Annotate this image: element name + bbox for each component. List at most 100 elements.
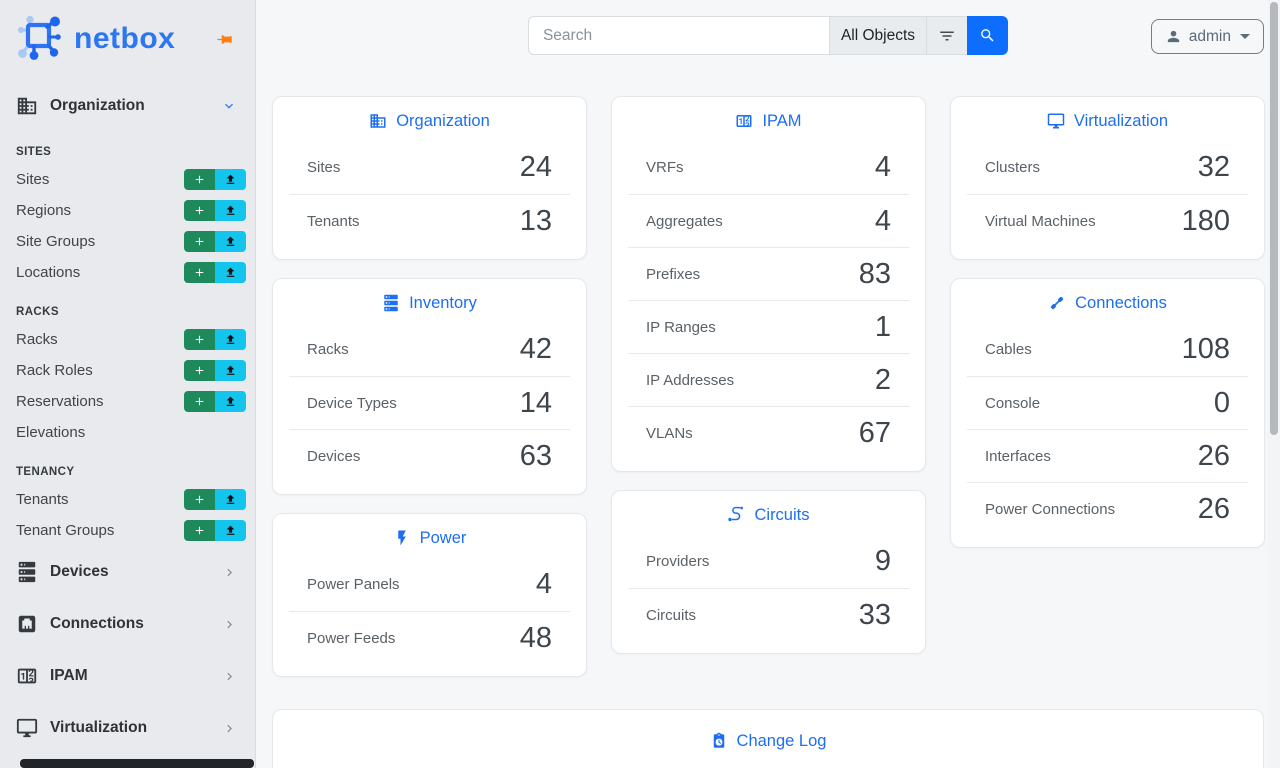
add-sites-button[interactable] bbox=[184, 169, 215, 190]
sidebar-item-reservations[interactable]: Reservations bbox=[0, 386, 255, 417]
stat-label: Interfaces bbox=[985, 447, 1051, 465]
add-rack-roles-button[interactable] bbox=[184, 360, 215, 381]
circuit-icon bbox=[728, 506, 744, 522]
sidebar-menu-ipam[interactable]: IPAM bbox=[0, 650, 255, 702]
stat-row-device-types: Device Types 14 bbox=[289, 376, 570, 429]
plus-icon bbox=[195, 397, 204, 406]
add-reservations-button[interactable] bbox=[184, 391, 215, 412]
stat-value[interactable]: 48 bbox=[519, 621, 552, 654]
stat-value[interactable]: 67 bbox=[858, 416, 891, 449]
logo[interactable]: netbox bbox=[0, 0, 255, 78]
power-card-title[interactable]: Power bbox=[273, 514, 586, 558]
import-site-groups-button[interactable] bbox=[215, 231, 246, 252]
sidebar-menu-connections[interactable]: Connections bbox=[0, 598, 255, 650]
search-filter-button[interactable] bbox=[926, 16, 968, 55]
stat-value[interactable]: 9 bbox=[874, 545, 891, 577]
search-input[interactable] bbox=[527, 16, 829, 55]
add-locations-button[interactable] bbox=[184, 262, 215, 283]
virtualization-card-title[interactable]: Virtualization bbox=[951, 97, 1264, 141]
upload-icon bbox=[226, 494, 235, 504]
plus-icon bbox=[195, 495, 204, 504]
user-menu-button[interactable]: admin bbox=[1150, 19, 1264, 54]
card-title-text: Change Log bbox=[736, 731, 827, 750]
sidebar-menu-devices[interactable]: Devices bbox=[0, 546, 255, 598]
import-sites-button[interactable] bbox=[215, 169, 246, 190]
sidebar-item-tenant-groups[interactable]: Tenant Groups bbox=[0, 515, 255, 546]
power-card: Power Power Panels 4 Power Feeds 48 bbox=[272, 513, 587, 677]
stat-value[interactable]: 83 bbox=[858, 257, 891, 290]
sidebar-item-tenants[interactable]: Tenants bbox=[0, 484, 255, 515]
stat-label: Aggregates bbox=[646, 212, 723, 230]
stat-row-power-panels: Power Panels 4 bbox=[289, 558, 570, 611]
add-tenants-button[interactable] bbox=[184, 489, 215, 510]
import-locations-button[interactable] bbox=[215, 262, 246, 283]
changelog-card-title[interactable]: Change Log bbox=[273, 710, 1263, 754]
sidebar-item-racks[interactable]: Racks bbox=[0, 324, 255, 355]
add-site-groups-button[interactable] bbox=[184, 231, 215, 252]
stat-value[interactable]: 4 bbox=[874, 151, 891, 183]
circuits-card-title[interactable]: Circuits bbox=[612, 491, 925, 535]
sidebar-item-elevations[interactable]: Elevations bbox=[0, 417, 255, 448]
stat-row-power-feeds: Power Feeds 48 bbox=[289, 611, 570, 664]
monitor-icon bbox=[1047, 113, 1065, 129]
stat-value[interactable]: 24 bbox=[519, 151, 552, 183]
sidebar-item-label: Rack Roles bbox=[16, 362, 93, 379]
stat-value[interactable]: 42 bbox=[519, 333, 552, 365]
stat-label: Virtual Machines bbox=[985, 212, 1096, 230]
stat-value[interactable]: 33 bbox=[858, 598, 891, 631]
connections-card-title[interactable]: Connections bbox=[951, 279, 1264, 323]
import-tenants-button[interactable] bbox=[215, 489, 246, 510]
stat-value[interactable]: 180 bbox=[1181, 204, 1230, 237]
menu-label: Connections bbox=[50, 615, 144, 632]
stat-value[interactable]: 4 bbox=[874, 204, 891, 237]
stat-value[interactable]: 32 bbox=[1197, 151, 1230, 183]
search-submit-button[interactable] bbox=[967, 16, 1009, 55]
card-title-text: Virtualization bbox=[1073, 111, 1169, 130]
sidebar-menu-organization[interactable]: Organization bbox=[0, 84, 255, 128]
card-title-text: Circuits bbox=[754, 505, 810, 524]
stat-value[interactable]: 2 bbox=[874, 363, 891, 396]
upload-icon bbox=[226, 267, 235, 277]
sidebar-menu-virtualization[interactable]: Virtualization bbox=[0, 702, 255, 754]
stat-value[interactable]: 26 bbox=[1197, 492, 1230, 525]
import-reservations-button[interactable] bbox=[215, 391, 246, 412]
stat-value[interactable]: 63 bbox=[519, 439, 552, 472]
sidebar-item-locations[interactable]: Locations bbox=[0, 257, 255, 288]
stat-value[interactable]: 26 bbox=[1197, 439, 1230, 472]
sidebar-item-sites[interactable]: Sites bbox=[0, 164, 255, 195]
add-racks-button[interactable] bbox=[184, 329, 215, 350]
sidebar-item-site-groups[interactable]: Site Groups bbox=[0, 226, 255, 257]
stat-value[interactable]: 13 bbox=[519, 204, 552, 237]
import-regions-button[interactable] bbox=[215, 200, 246, 221]
sidebar-item-label: Reservations bbox=[16, 393, 104, 410]
ipam-card-title[interactable]: IPAM bbox=[612, 97, 925, 141]
add-tenant-groups-button[interactable] bbox=[184, 520, 215, 541]
import-tenant-groups-button[interactable] bbox=[215, 520, 246, 541]
search-scope-dropdown[interactable]: All Objects bbox=[828, 16, 927, 55]
sidebar-item-rack-roles[interactable]: Rack Roles bbox=[0, 355, 255, 386]
page-scrollbar-thumb[interactable] bbox=[1270, 2, 1278, 435]
inventory-card-title[interactable]: Inventory bbox=[273, 279, 586, 323]
sidebar-item-regions[interactable]: Regions bbox=[0, 195, 255, 226]
building-icon bbox=[17, 97, 37, 115]
page-scrollbar-track bbox=[1268, 0, 1280, 768]
stat-value[interactable]: 0 bbox=[1213, 386, 1230, 419]
sidebar-scrollbar[interactable] bbox=[20, 759, 254, 768]
sidebar-item-label: Regions bbox=[16, 202, 72, 219]
stat-row-interfaces: Interfaces 26 bbox=[967, 429, 1248, 482]
connections-card: Connections Cables 108 Console 0 Interfa… bbox=[950, 278, 1265, 548]
import-racks-button[interactable] bbox=[215, 329, 246, 350]
chevron-right-icon bbox=[227, 724, 232, 732]
import-rack-roles-button[interactable] bbox=[215, 360, 246, 381]
stat-value[interactable]: 4 bbox=[535, 568, 552, 600]
organization-card-title[interactable]: Organization bbox=[273, 97, 586, 141]
card-title-text: Connections bbox=[1075, 293, 1167, 312]
stat-value[interactable]: 14 bbox=[519, 386, 552, 419]
stat-label: Providers bbox=[646, 553, 710, 570]
stat-value[interactable]: 108 bbox=[1181, 333, 1230, 365]
stat-value[interactable]: 1 bbox=[874, 310, 891, 343]
add-regions-button[interactable] bbox=[184, 200, 215, 221]
stat-label: Devices bbox=[307, 447, 361, 465]
stat-label: Power Connections bbox=[985, 500, 1116, 518]
pin-icon[interactable] bbox=[216, 31, 233, 48]
